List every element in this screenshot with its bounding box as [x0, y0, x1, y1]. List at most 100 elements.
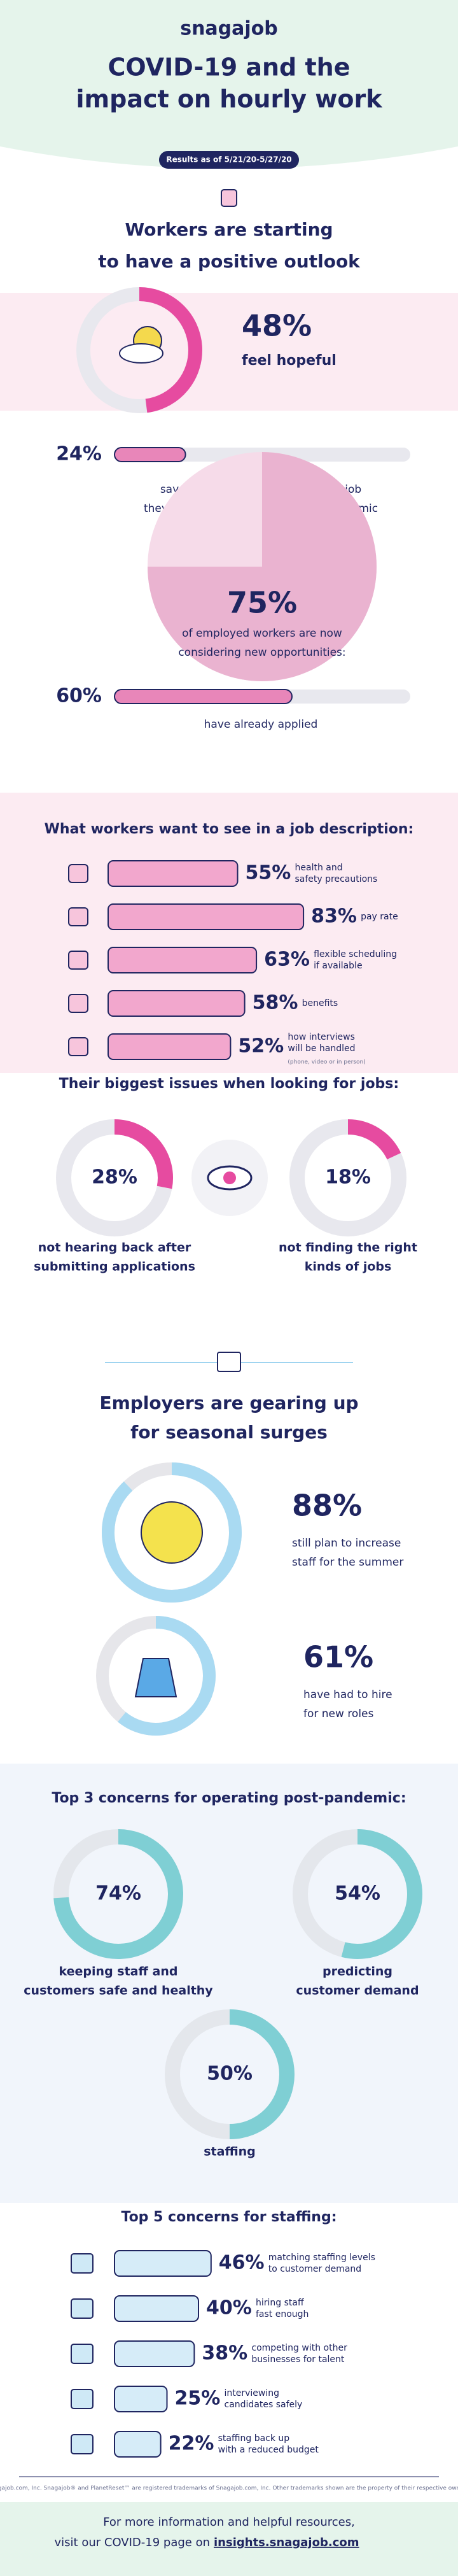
heading: Top 3 concerns for operating post-pandem…	[52, 1790, 406, 1806]
icon	[68, 907, 88, 926]
title: impact on hourly work	[76, 85, 383, 113]
brand: snagajob	[180, 18, 278, 40]
item-text: candidates safely	[225, 2400, 303, 2410]
donut-arc	[347, 1119, 401, 1160]
caption: customers safe and healthy	[24, 1984, 213, 1998]
icon	[71, 2253, 94, 2274]
percent: 54%	[335, 1883, 380, 1905]
bar	[114, 447, 186, 462]
percent: 55%	[246, 862, 291, 884]
icon	[68, 864, 88, 883]
percent: 18%	[325, 1166, 371, 1189]
header-band	[0, 0, 458, 169]
percent: 52%	[238, 1035, 284, 1058]
percent: 28%	[92, 1166, 137, 1189]
bar	[108, 990, 246, 1017]
bar	[108, 903, 305, 930]
icon	[221, 189, 237, 207]
donut-arc	[114, 1119, 173, 1189]
apron-icon	[134, 1658, 177, 1697]
percent: 25%	[175, 2388, 221, 2410]
caption: keeping staff and	[59, 1965, 178, 1979]
bar	[114, 2431, 162, 2458]
caption: not finding the right	[279, 1241, 417, 1255]
percent: 63%	[264, 949, 310, 971]
percent: 40%	[206, 2297, 252, 2319]
item-text: to customer demand	[268, 2264, 361, 2274]
caption: kinds of jobs	[305, 1260, 392, 1274]
item-text: will be handled	[288, 1044, 355, 1054]
icon	[68, 1037, 88, 1056]
percent: 60%	[56, 685, 102, 707]
percent: 83%	[311, 905, 357, 928]
note: (phone, video or in person)	[288, 1059, 365, 1066]
footer-line: For more information and helpful resourc…	[103, 2516, 355, 2529]
donut-arc	[229, 2009, 295, 2139]
icon	[71, 2389, 94, 2409]
bar	[114, 2250, 212, 2277]
caption: not hearing back after	[38, 1241, 191, 1255]
item-text: businesses for talent	[251, 2354, 345, 2365]
heading: Their biggest issues when looking for jo…	[59, 1076, 399, 1092]
donut-arc	[118, 1616, 216, 1736]
item-text: staffing back up	[218, 2433, 290, 2444]
heading: What workers want to see in a job descri…	[45, 821, 414, 837]
percent: 48%	[242, 309, 312, 343]
icon	[71, 2344, 94, 2364]
bar	[114, 2340, 195, 2367]
percent: 22%	[169, 2433, 214, 2455]
item-text: health and	[295, 863, 343, 873]
percent: 75%	[227, 586, 297, 620]
footer-band	[0, 2502, 458, 2576]
percent: 50%	[207, 2063, 253, 2085]
donut-arc	[53, 1829, 183, 1959]
caption: still plan to increase	[292, 1537, 401, 1550]
caption: predicting	[323, 1965, 392, 1979]
caption: for new roles	[303, 1708, 374, 1720]
percent: 88%	[292, 1489, 362, 1523]
percent: 61%	[303, 1640, 373, 1674]
heading: Employers are gearing up	[99, 1392, 358, 1413]
caption: have had to hire	[303, 1688, 392, 1701]
caption: submitting applications	[34, 1260, 195, 1274]
icon	[71, 2434, 94, 2454]
icon	[68, 994, 88, 1013]
store-icon	[217, 1352, 241, 1372]
donut-arc	[341, 1829, 422, 1959]
icon	[71, 2298, 94, 2319]
donut-arc	[102, 1462, 242, 1603]
percent: 38%	[202, 2342, 247, 2365]
date-pill	[159, 151, 299, 169]
sun-icon	[141, 1501, 203, 1564]
icon	[68, 951, 88, 970]
title: COVID-19 and the	[108, 53, 350, 81]
item-text: benefits	[302, 998, 338, 1008]
bar	[114, 2295, 199, 2322]
caption: staff for the summer	[292, 1556, 403, 1569]
caption: have already applied	[204, 718, 318, 731]
item-text: safety precautions	[295, 874, 378, 884]
caption: staffing	[204, 2145, 256, 2159]
heading: to have a positive outlook	[98, 251, 361, 272]
item-text: fast enough	[256, 2309, 309, 2319]
fine-print: Snagajob.com, Inc. Snagajob® and PlanetR…	[0, 2486, 458, 2492]
heading: Top 5 concerns for staffing:	[121, 2209, 337, 2225]
item-text: hiring staff	[256, 2298, 304, 2308]
percent: 46%	[219, 2252, 265, 2274]
percent: 24%	[56, 443, 102, 465]
item-text: matching staffing levels	[268, 2253, 375, 2263]
heading: Workers are starting	[125, 219, 333, 240]
eye-icon	[191, 1140, 268, 1216]
item-text: interviewing	[225, 2388, 280, 2398]
pink-band	[0, 793, 458, 1073]
bar	[108, 947, 258, 973]
footer-link[interactable]: insights.snagajob.com	[214, 2536, 359, 2549]
percent: 58%	[253, 992, 298, 1014]
caption: considering new opportunities:	[178, 646, 345, 659]
pink-band	[0, 293, 458, 411]
percent: 74%	[95, 1883, 141, 1905]
bar	[108, 860, 239, 887]
heading: for seasonal surges	[130, 1422, 328, 1443]
item-text: with a reduced budget	[218, 2445, 319, 2455]
